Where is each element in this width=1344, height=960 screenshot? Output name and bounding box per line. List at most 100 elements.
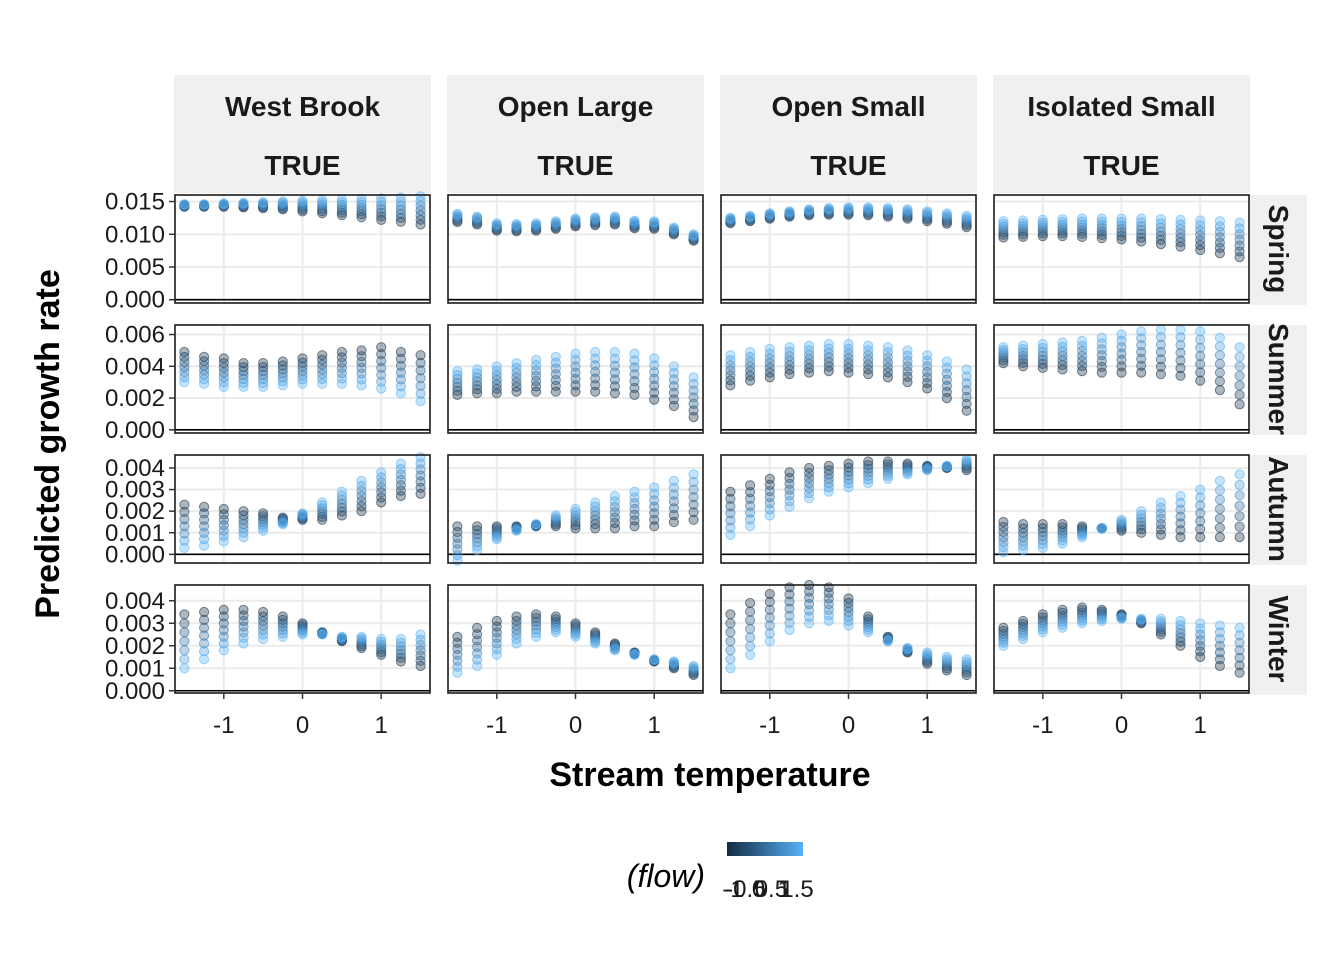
data-point (199, 540, 210, 551)
data-point (961, 667, 972, 678)
data-point (998, 344, 1009, 355)
data-point (452, 208, 463, 219)
data-point (376, 211, 387, 222)
data-point (961, 385, 972, 396)
data-point (1136, 228, 1147, 239)
data-point (531, 519, 542, 530)
data-point (531, 381, 542, 392)
data-point (1057, 217, 1068, 228)
data-point (531, 631, 542, 642)
x-tick-label: -1 (486, 712, 507, 739)
data-point (179, 521, 190, 532)
data-point (199, 638, 210, 649)
data-point (336, 202, 347, 213)
data-point (764, 208, 775, 219)
data-point (725, 380, 736, 391)
data-point (1195, 367, 1206, 378)
data-point (1234, 252, 1245, 263)
data-point (1234, 637, 1245, 648)
data-point (472, 364, 483, 375)
data-point (297, 378, 308, 389)
data-point (1155, 324, 1167, 335)
data-point (922, 377, 933, 389)
data-point (843, 620, 854, 631)
data-point (1136, 224, 1147, 236)
data-point (1155, 524, 1167, 535)
data-point (609, 374, 621, 385)
data-point (725, 493, 736, 504)
facet-strip-sublabel: TRUE (1083, 150, 1159, 181)
data-point (395, 652, 406, 663)
data-point (376, 355, 387, 367)
data-point (764, 510, 775, 521)
data-point (725, 663, 736, 674)
data-point (784, 472, 795, 484)
data-point (1037, 362, 1048, 373)
data-point (1096, 523, 1107, 534)
data-point (629, 509, 640, 520)
data-point (649, 654, 660, 665)
data-point (550, 369, 561, 380)
data-point (1234, 399, 1245, 410)
data-point (452, 667, 463, 678)
data-point (218, 525, 229, 536)
data-point (1214, 620, 1226, 631)
data-point (725, 508, 736, 519)
data-point (1155, 502, 1167, 513)
data-point (1195, 629, 1206, 640)
data-point (998, 224, 1009, 235)
data-point (609, 496, 621, 507)
data-point (784, 342, 795, 353)
data-point (395, 474, 406, 485)
data-point (336, 498, 347, 509)
data-point (395, 463, 406, 475)
data-point (725, 212, 736, 223)
data-point (1155, 618, 1167, 630)
data-point (1214, 350, 1226, 361)
data-point (1214, 341, 1226, 352)
data-point (570, 631, 581, 642)
data-point (1037, 627, 1048, 638)
data-point (415, 380, 426, 391)
data-point (1234, 351, 1245, 362)
data-point (395, 381, 406, 392)
data-point (376, 633, 387, 645)
data-point (804, 472, 815, 484)
data-point (1234, 389, 1245, 400)
data-point (1136, 513, 1147, 524)
data-point (277, 364, 288, 375)
data-point (1018, 215, 1029, 226)
data-point (1116, 514, 1127, 525)
data-point (804, 618, 815, 629)
data-point (1077, 607, 1088, 618)
data-point (1136, 232, 1147, 243)
data-point (199, 654, 210, 665)
data-point (725, 618, 736, 629)
data-point (1018, 544, 1029, 556)
y-tick-label: 0.004 (105, 588, 165, 615)
data-point (882, 456, 894, 467)
data-point (590, 638, 601, 649)
data-point (1018, 633, 1029, 645)
data-point (395, 656, 406, 667)
data-point (1018, 231, 1029, 242)
data-point (570, 629, 581, 640)
legend-label: 0.5 (755, 876, 788, 903)
data-point (570, 348, 581, 359)
data-point (179, 514, 190, 525)
data-point (998, 358, 1009, 369)
data-point (1195, 651, 1206, 663)
data-point (336, 373, 347, 384)
data-point (863, 467, 874, 478)
data-point (218, 509, 229, 520)
data-point (843, 339, 854, 350)
data-point (1018, 229, 1029, 240)
data-point (1136, 213, 1147, 224)
data-point (668, 516, 680, 528)
data-point (998, 232, 1009, 243)
data-point (238, 369, 249, 381)
data-point (629, 498, 640, 509)
data-point (823, 593, 834, 604)
data-point (863, 340, 874, 351)
data-point (998, 537, 1009, 548)
